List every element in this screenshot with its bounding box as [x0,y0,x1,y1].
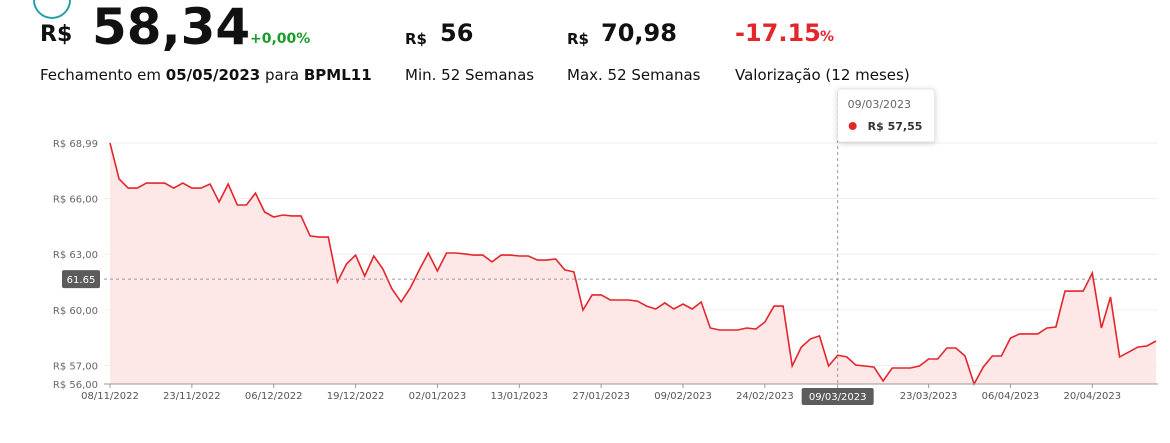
crosshair-v-label: 09/03/2023 [809,392,867,403]
x-tick-label: 19/12/2022 [327,391,385,402]
x-tick-label: 09/03/2023 [809,391,867,402]
y-tick-label: R$ 56,00 [53,380,98,391]
change: +0,00% [250,31,311,47]
tooltip-dot [848,122,857,130]
max-currency: R$ [567,30,589,48]
line [109,142,1157,387]
x-tick-label: 24/02/2023 [736,391,794,402]
ticker: BPML11 [303,66,372,84]
x-tick-label: 02/01/2023 [409,391,467,402]
x-tick-label: 23/11/2022 [163,391,221,402]
x-tick-label: 23/03/2023 [900,391,958,402]
min-value: 56 [440,19,474,47]
logo [33,0,71,19]
tooltip [837,88,936,143]
valuation: -17.15 [735,19,821,47]
x-tick-label: 06/12/2022 [245,391,303,402]
area [110,143,1156,384]
close-info: Fechamento em 05/05/2023 para BPML11 [40,66,372,84]
valuation-unit: % [820,29,835,45]
x-tick-label: 09/02/2023 [654,391,712,402]
max-label: Max. 52 Semanas [567,66,701,84]
y-tick-label: R$ 68,99 [53,139,98,150]
close-mid: para [265,66,300,84]
min-currency: R$ [405,30,427,48]
max-value: 70,98 [601,19,677,47]
crosshair-h-label: 61.65 [67,275,96,286]
currency: R$ [40,22,73,47]
x-tick-label: 06/04/2023 [982,391,1040,402]
y-tick-label: R$ 63,00 [53,250,98,261]
close-date: 05/05/2023 [165,66,261,84]
close-prefix: Fechamento em [40,66,161,84]
x-tick-label: 20/04/2023 [1064,391,1122,402]
tooltip-date: 09/03/2023 [848,98,911,111]
x-tick-label: 08/11/2022 [81,391,139,402]
y-tick-label: R$ 57,00 [53,361,98,372]
y-tick-label: R$ 60,00 [53,306,98,317]
x-tick-label: 27/01/2023 [572,391,630,402]
crosshair-v-box [801,388,874,405]
y-tick-label: R$ 66,00 [53,194,98,205]
valuation-label: Valorização (12 meses) [735,66,910,84]
price: 58,34 [92,0,251,56]
min-label: Min. 52 Semanas [405,66,535,84]
tooltip-value: R$ 57,55 [868,120,923,133]
crosshair-h-box [62,270,100,289]
x-tick-label: 13/01/2023 [490,391,548,402]
